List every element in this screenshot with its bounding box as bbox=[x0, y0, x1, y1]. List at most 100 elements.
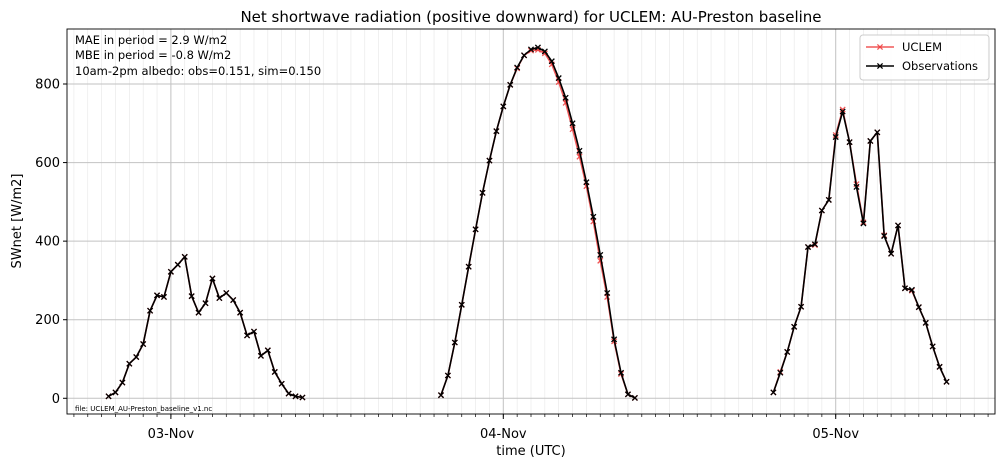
y-axis-ticks: 0 200 400 600 800 bbox=[35, 78, 67, 407]
data-point bbox=[811, 241, 818, 248]
data-point bbox=[493, 128, 500, 135]
data-point bbox=[943, 378, 950, 385]
data-point bbox=[541, 48, 548, 55]
annotation-albedo: 10am-2pm albedo: obs=0.151, sim=0.150 bbox=[75, 64, 321, 78]
legend-marker bbox=[876, 43, 884, 51]
legend-label: Observations bbox=[902, 59, 978, 73]
data-point bbox=[597, 251, 604, 258]
data-point bbox=[818, 207, 825, 214]
data-point bbox=[209, 275, 216, 282]
data-point bbox=[174, 261, 181, 268]
data-point bbox=[604, 289, 611, 297]
data-point bbox=[147, 307, 154, 314]
data-point bbox=[548, 58, 555, 65]
data-point bbox=[507, 81, 514, 88]
data-point bbox=[437, 392, 445, 399]
data-point bbox=[846, 139, 853, 146]
x-axis-ticks: 03-Nov 04-Nov 05-Nov bbox=[73, 414, 989, 442]
data-point bbox=[299, 394, 306, 401]
data-point bbox=[915, 304, 922, 311]
data-point bbox=[202, 300, 209, 307]
data-point bbox=[105, 393, 112, 400]
data-point bbox=[486, 157, 493, 164]
data-point bbox=[611, 336, 618, 343]
data-point bbox=[825, 196, 832, 203]
data-point bbox=[451, 339, 458, 346]
y-tick-label: 600 bbox=[35, 156, 60, 171]
y-tick-label: 400 bbox=[35, 235, 60, 250]
y-tick-label: 0 bbox=[52, 392, 60, 407]
x-tick-label: 04-Nov bbox=[480, 427, 527, 442]
data-point bbox=[804, 243, 812, 251]
data-point bbox=[195, 309, 202, 316]
data-point bbox=[777, 369, 784, 376]
file-note: file: UCLEM_AU-Preston_baseline_v1.nc bbox=[75, 405, 212, 413]
annotation-mbe: MBE in period = -0.8 W/m2 bbox=[75, 48, 231, 62]
data-point bbox=[867, 137, 874, 145]
minor-grid bbox=[73, 29, 989, 414]
y-tick-label: 800 bbox=[35, 78, 60, 93]
data-point bbox=[126, 360, 133, 367]
data-point bbox=[188, 293, 195, 300]
major-grid bbox=[67, 29, 995, 414]
legend: UCLEM Observations bbox=[859, 34, 990, 81]
data-point bbox=[576, 147, 583, 154]
data-point bbox=[181, 253, 188, 260]
data-point bbox=[936, 363, 943, 370]
data-point bbox=[250, 328, 258, 335]
data-point bbox=[140, 341, 147, 348]
data-point bbox=[237, 309, 244, 316]
legend-label: UCLEM bbox=[902, 40, 942, 54]
data-point bbox=[784, 348, 791, 355]
data-point bbox=[791, 323, 798, 330]
data-point bbox=[527, 46, 535, 53]
data-point bbox=[908, 286, 915, 293]
data-point bbox=[216, 295, 223, 302]
data-point bbox=[264, 347, 271, 354]
data-point bbox=[479, 189, 486, 196]
chart-title: Net shortwave radiation (positive downwa… bbox=[240, 8, 821, 26]
data-point bbox=[167, 268, 174, 275]
data-point bbox=[922, 319, 929, 326]
data-point bbox=[590, 213, 597, 220]
data-point bbox=[562, 94, 569, 101]
data-point bbox=[223, 289, 230, 297]
data-point bbox=[534, 44, 541, 51]
data-point bbox=[624, 391, 632, 398]
data-point bbox=[458, 301, 465, 308]
data-point bbox=[901, 285, 909, 292]
data-point bbox=[770, 389, 777, 396]
data-point bbox=[160, 293, 168, 300]
data-point bbox=[285, 390, 292, 397]
data-point bbox=[569, 120, 576, 127]
data-point bbox=[832, 133, 839, 141]
data-point bbox=[292, 393, 299, 400]
data-point bbox=[271, 368, 278, 376]
data-point bbox=[244, 332, 251, 339]
data-point bbox=[119, 379, 126, 386]
data-point bbox=[631, 394, 638, 401]
data-point bbox=[874, 129, 881, 136]
series-layer bbox=[105, 44, 950, 401]
data-point bbox=[798, 303, 805, 310]
data-point bbox=[444, 372, 451, 379]
annotation-mae: MAE in period = 2.9 W/m2 bbox=[75, 33, 227, 47]
series-1 bbox=[105, 44, 950, 401]
data-point bbox=[133, 353, 140, 361]
data-point bbox=[888, 250, 895, 257]
data-point bbox=[465, 263, 472, 270]
data-point bbox=[839, 106, 846, 113]
data-point bbox=[555, 75, 562, 82]
data-point bbox=[112, 389, 119, 396]
y-tick-label: 200 bbox=[35, 313, 60, 328]
data-point bbox=[153, 292, 161, 299]
y-axis-label: SWnet [W/m2] bbox=[10, 174, 25, 269]
data-point bbox=[230, 297, 237, 304]
data-point bbox=[617, 369, 625, 376]
legend-marker bbox=[876, 62, 884, 70]
x-axis-label: time (UTC) bbox=[496, 444, 565, 459]
data-point bbox=[257, 352, 264, 359]
data-point bbox=[472, 226, 479, 233]
data-point bbox=[894, 222, 902, 229]
